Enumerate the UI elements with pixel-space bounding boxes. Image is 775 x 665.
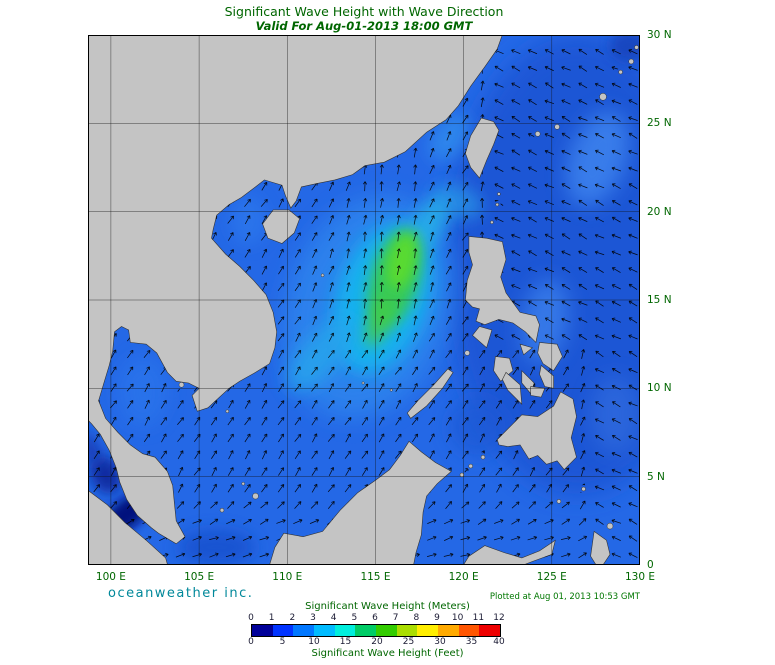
meters-tick-label: 7 xyxy=(392,613,399,623)
map-border xyxy=(88,35,640,565)
feet-tick-label: 20 xyxy=(371,637,383,647)
legend-feet-title: Significant Wave Height (Feet) xyxy=(311,648,464,659)
meters-tick-label: 6 xyxy=(372,613,378,623)
meters-tick-label: 11 xyxy=(472,613,485,623)
land-taiwan xyxy=(465,117,500,179)
land-palawan xyxy=(406,368,454,419)
branding: oceanweather inc. xyxy=(108,586,254,601)
colorbar xyxy=(251,624,501,637)
land-masses xyxy=(88,35,639,565)
colorbar-segment xyxy=(334,625,356,636)
lon-tick-label: 105 E xyxy=(184,571,215,583)
island-dot xyxy=(219,507,225,513)
feet-tick-label: 10 xyxy=(308,637,320,647)
island-dot xyxy=(495,202,499,207)
lat-tick-label: 25 N xyxy=(647,117,672,130)
meters-tick-label: 2 xyxy=(289,613,296,623)
colorbar-segment xyxy=(458,625,480,636)
land-sumatra xyxy=(88,489,168,565)
meters-tick-label: 3 xyxy=(310,613,316,623)
lat-tick-label: 15 N xyxy=(647,294,672,306)
lon-tick-label: 110 E xyxy=(272,571,303,583)
colorbar-segment xyxy=(314,625,335,636)
lat-tick-label: 30 N xyxy=(647,29,672,41)
island-dot xyxy=(618,69,623,75)
feet-tick-label: 40 xyxy=(493,637,505,647)
land-mindanao xyxy=(496,391,577,471)
island-dot xyxy=(225,409,230,414)
meters-tick-label: 4 xyxy=(330,613,337,623)
colorbar-segment xyxy=(252,625,273,636)
feet-tick-label: 0 xyxy=(248,637,254,647)
land-borneo xyxy=(269,440,452,565)
colorbar-segment xyxy=(396,625,418,636)
colorbar-segment xyxy=(272,625,294,636)
island-dot xyxy=(497,192,501,196)
land-hainan xyxy=(262,209,300,244)
island-dot xyxy=(554,124,560,130)
island-dot xyxy=(389,388,393,392)
lon-tick-label: 115 E xyxy=(360,571,391,583)
colorbar-segment xyxy=(417,625,439,636)
lon-tick-label: 125 E xyxy=(536,571,567,583)
lon-tick-label: 130 E xyxy=(624,571,655,583)
page-title: Significant Wave Height with Wave Direct… xyxy=(224,4,504,19)
colorbar-segment xyxy=(293,625,315,636)
meters-tick-label: 12 xyxy=(493,613,505,623)
wave-map-svg xyxy=(88,35,640,565)
lat-tick-label: 0 xyxy=(647,559,654,571)
land-mainland-asia xyxy=(88,35,503,545)
feet-tick-label: 35 xyxy=(465,637,478,647)
island-dot xyxy=(468,463,473,469)
wave-direction-arrows xyxy=(91,46,638,559)
island-dot xyxy=(320,273,325,278)
land-masbate xyxy=(519,343,534,356)
lat-tick-label: 10 N xyxy=(647,382,672,395)
colorbar-segment xyxy=(376,625,397,636)
island-dot xyxy=(241,481,245,486)
feet-tick-label: 30 xyxy=(434,637,446,647)
land-bohol xyxy=(530,386,546,398)
island-dot xyxy=(628,58,634,65)
valid-time-subtitle: Valid For Aug-01-2013 18:00 GMT xyxy=(255,19,473,33)
island-dot xyxy=(634,45,639,50)
meters-tick-label: 10 xyxy=(451,613,464,623)
lat-tick-label: 20 N xyxy=(647,205,672,218)
feet-tick-label: 25 xyxy=(402,637,415,647)
land-samar xyxy=(537,342,563,372)
plot-timestamp: Plotted at Aug 01, 2013 10:53 GMT xyxy=(489,592,640,602)
island-dot xyxy=(599,93,607,101)
meters-tick-label: 9 xyxy=(434,613,440,623)
meters-tick-label: 1 xyxy=(268,613,275,623)
map-canvas xyxy=(88,35,640,565)
island-dot xyxy=(490,220,494,225)
meters-tick-label: 0 xyxy=(248,613,254,623)
feet-tick-label: 15 xyxy=(339,637,352,647)
legend-meters-title: Significant Wave Height (Meters) xyxy=(305,601,470,612)
lon-tick-label: 100 E xyxy=(95,571,126,583)
colorbar-segment xyxy=(355,625,377,636)
feet-tick-label: 5 xyxy=(279,637,286,647)
meters-tick-label: 5 xyxy=(351,613,358,623)
island-dot xyxy=(534,131,541,137)
lon-tick-label: 120 E xyxy=(448,571,479,583)
land-halmahera xyxy=(590,530,611,565)
island-dot xyxy=(252,492,259,500)
colorbar-segment xyxy=(438,625,459,636)
meters-tick-label: 8 xyxy=(413,613,420,623)
island-dot xyxy=(361,381,365,385)
land-luzon xyxy=(465,236,540,344)
lat-tick-label: 5 N xyxy=(647,470,665,483)
colorbar-segment xyxy=(479,625,501,636)
island-dot xyxy=(606,522,614,530)
island-dot xyxy=(556,499,562,504)
